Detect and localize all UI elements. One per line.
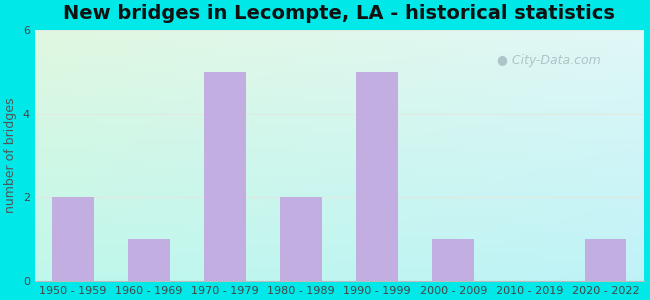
Bar bbox=[432, 239, 474, 281]
Title: New bridges in Lecompte, LA - historical statistics: New bridges in Lecompte, LA - historical… bbox=[63, 4, 615, 23]
Bar bbox=[584, 239, 627, 281]
Text: ● City-Data.com: ● City-Data.com bbox=[497, 54, 601, 67]
Bar bbox=[52, 197, 94, 281]
Bar bbox=[356, 72, 398, 281]
Bar bbox=[280, 197, 322, 281]
Bar bbox=[128, 239, 170, 281]
Y-axis label: number of bridges: number of bridges bbox=[4, 98, 17, 213]
Bar bbox=[204, 72, 246, 281]
